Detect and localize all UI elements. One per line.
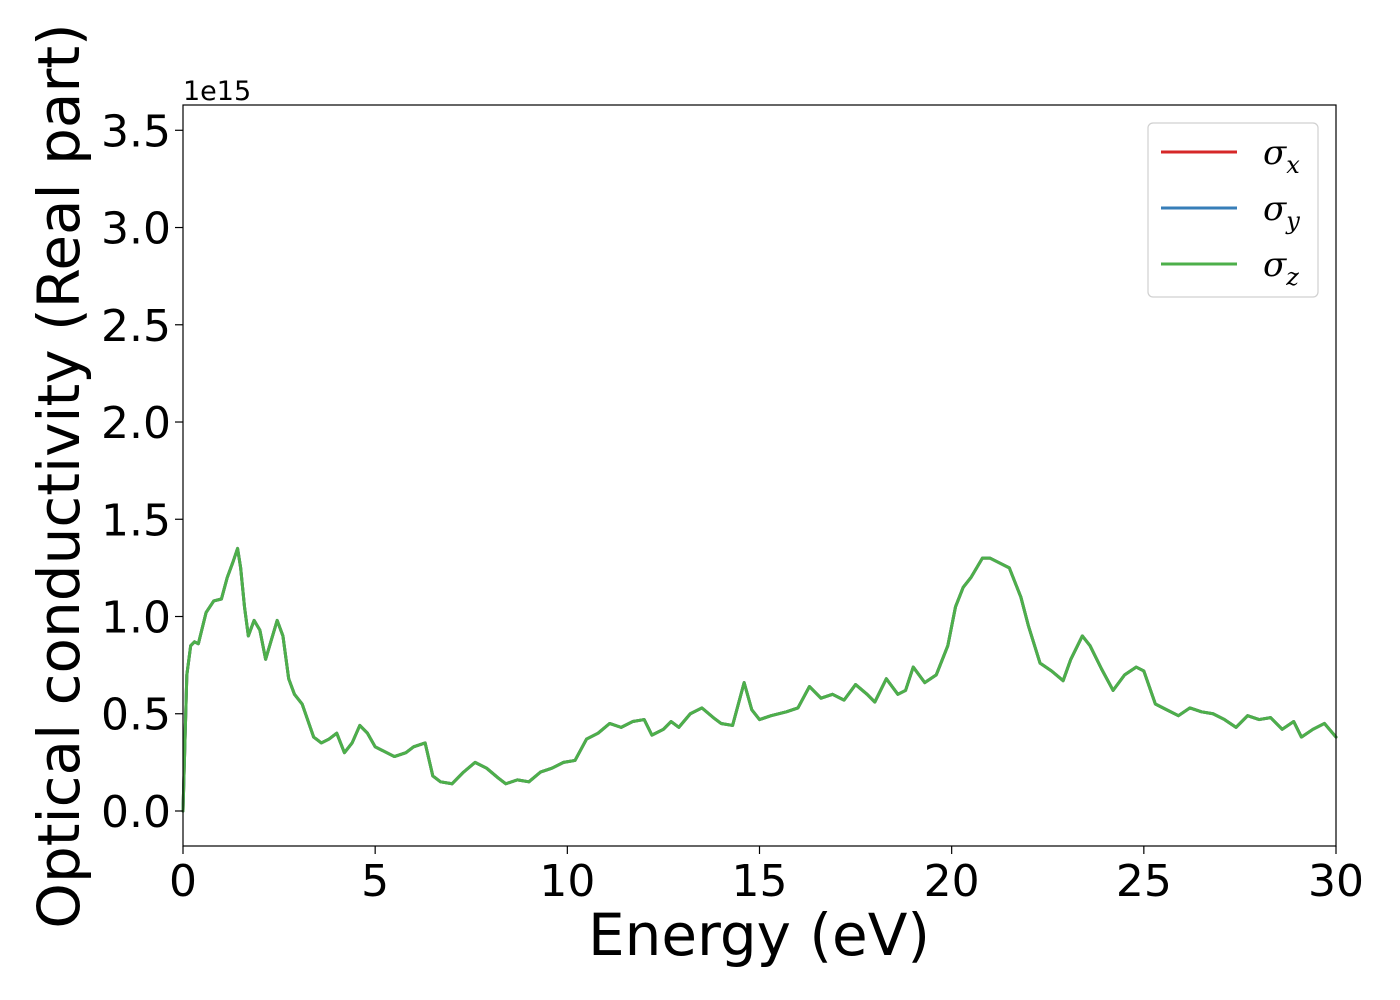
x-axis: 0 5 10 15 20 25 30 [169,846,1364,907]
x-tick-label: 5 [361,856,389,907]
legend-box [1147,122,1319,298]
y-offset-label: 1e15 [183,76,251,107]
y-tick-label: 3.0 [101,204,171,255]
x-tick-label: 25 [1116,856,1172,907]
legend-subscript: x [1286,151,1300,179]
legend-label-y: σy [1263,189,1300,235]
y-tick-label: 1.5 [101,495,171,546]
y-tick-label: 0.0 [101,787,171,838]
legend-label-z: σz [1263,245,1299,291]
y-tick-label: 2.5 [101,301,171,352]
y-axis: 0.0 0.5 1.0 1.5 2.0 2.5 3.0 3.5 [101,106,183,838]
legend-symbol: σ [1263,245,1287,285]
legend-symbol: σ [1263,189,1287,229]
series-line-z [181,546,1338,813]
x-axis-title: Energy (eV) [588,901,930,969]
y-tick-label: 2.0 [101,398,171,449]
x-tick-label: 0 [169,856,197,907]
y-tick-label: 1.0 [101,593,171,644]
legend-symbol: σ [1263,133,1287,173]
legend-label-x: σx [1263,133,1300,179]
y-tick-label: 0.5 [101,690,171,741]
y-tick-label: 3.5 [101,106,171,157]
legend-subscript: z [1285,263,1299,291]
x-tick-label: 30 [1308,856,1364,907]
series-layer [181,546,1338,813]
x-tick-label: 10 [539,856,595,907]
y-axis-title: Optical conductivity (Real part) [25,23,93,928]
x-tick-label: 15 [732,856,788,907]
legend-subscript: y [1285,207,1300,235]
x-tick-label: 20 [924,856,980,907]
